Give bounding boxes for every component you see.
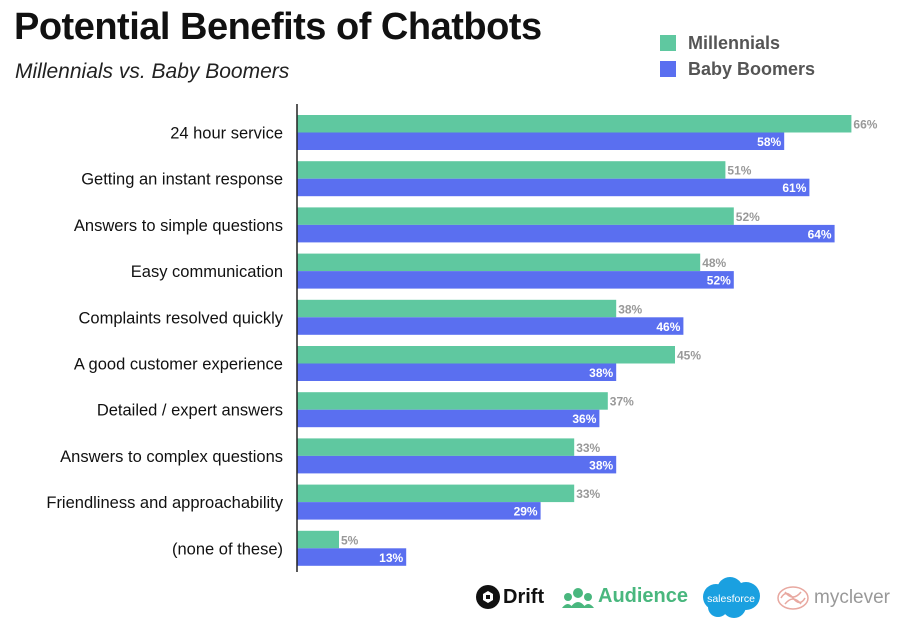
partner-logos: Drift Audience salesforce mycleve [470, 575, 899, 623]
millennials-value-label: 33% [576, 441, 600, 455]
category-label: 24 hour service [170, 125, 283, 143]
category-label: Detailed / expert answers [97, 402, 283, 420]
baby-boomers-value-label: 61% [782, 181, 806, 195]
baby-boomers-bar [297, 271, 734, 289]
legend-item-millennials: Millennials [660, 30, 815, 56]
category-label: Answers to complex questions [60, 448, 283, 466]
baby-boomers-value-label: 38% [589, 458, 613, 472]
baby-boomers-bar [297, 224, 835, 243]
millennials-value-label: 48% [702, 256, 726, 270]
legend-item-baby-boomers: Baby Boomers [660, 56, 815, 82]
millennials-bar [297, 207, 734, 225]
millennials-value-label: 45% [677, 349, 701, 363]
drift-logo: Drift [476, 585, 544, 609]
millennials-bar [297, 115, 852, 133]
legend-swatch-baby-boomers [660, 61, 676, 77]
millennials-bar [297, 161, 726, 179]
category-label: Easy communication [131, 263, 283, 281]
millennials-value-label: 51% [727, 164, 751, 178]
baby-boomers-value-label: 64% [808, 227, 832, 241]
baby-boomers-value-label: 46% [656, 320, 680, 334]
baby-boomers-bar [297, 502, 541, 520]
chart-subtitle: Millennials vs. Baby Boomers [15, 60, 290, 83]
myclever-logo-text: myclever [814, 587, 891, 608]
legend-label-baby-boomers: Baby Boomers [688, 58, 816, 79]
category-label: Getting an instant response [81, 171, 283, 189]
millennials-bar [297, 438, 575, 456]
myclever-logo: myclever [776, 585, 890, 611]
millennials-bar [297, 530, 339, 549]
millennials-value-label: 37% [610, 395, 634, 409]
chart-title: Potential Benefits of Chatbots [14, 6, 542, 48]
category-label: Answers to simple questions [74, 217, 283, 235]
category-label: Friendliness and approachability [46, 494, 283, 512]
legend: Millennials Baby Boomers [660, 30, 815, 82]
audience-logo: Audience [562, 585, 688, 608]
baby-boomers-value-label: 29% [514, 505, 538, 519]
millennials-bar [297, 346, 675, 364]
millennials-value-label: 66% [853, 118, 877, 132]
category-label: (none of these) [172, 540, 283, 558]
baby-boomers-bar [297, 178, 810, 197]
millennials-value-label: 52% [736, 210, 760, 224]
millennials-value-label: 38% [618, 302, 642, 316]
millennials-bar [297, 484, 575, 503]
baby-boomers-value-label: 13% [379, 551, 403, 565]
millennials-value-label: 33% [576, 487, 600, 501]
legend-label-millennials: Millennials [688, 32, 781, 53]
category-label: Complaints resolved quickly [78, 309, 283, 327]
millennials-bar [297, 392, 608, 410]
baby-boomers-bar [297, 317, 684, 335]
salesforce-logo: salesforce [696, 575, 766, 621]
category-label: A good customer experience [74, 356, 283, 374]
baby-boomers-value-label: 58% [757, 135, 781, 149]
millennials-value-label: 5% [341, 533, 359, 547]
baby-boomers-bar [297, 455, 617, 474]
legend-swatch-millennials [660, 35, 676, 51]
myclever-logo-icon [777, 586, 809, 610]
drift-logo-icon [476, 585, 500, 609]
salesforce-logo-icon: salesforce [703, 577, 760, 618]
millennials-bar [297, 253, 701, 272]
salesforce-logo-text: salesforce [707, 593, 755, 605]
baby-boomers-value-label: 36% [572, 412, 596, 426]
baby-boomers-bar [297, 409, 600, 428]
baby-boomers-bar [297, 363, 617, 381]
baby-boomers-value-label: 52% [707, 274, 731, 288]
baby-boomers-value-label: 38% [589, 366, 613, 380]
audience-logo-text: Audience [598, 585, 689, 607]
baby-boomers-bar [297, 132, 785, 150]
drift-logo-text: Drift [503, 585, 545, 608]
millennials-bar [297, 299, 617, 318]
audience-logo-icon [562, 587, 594, 608]
baby-boomers-bar [297, 548, 407, 566]
